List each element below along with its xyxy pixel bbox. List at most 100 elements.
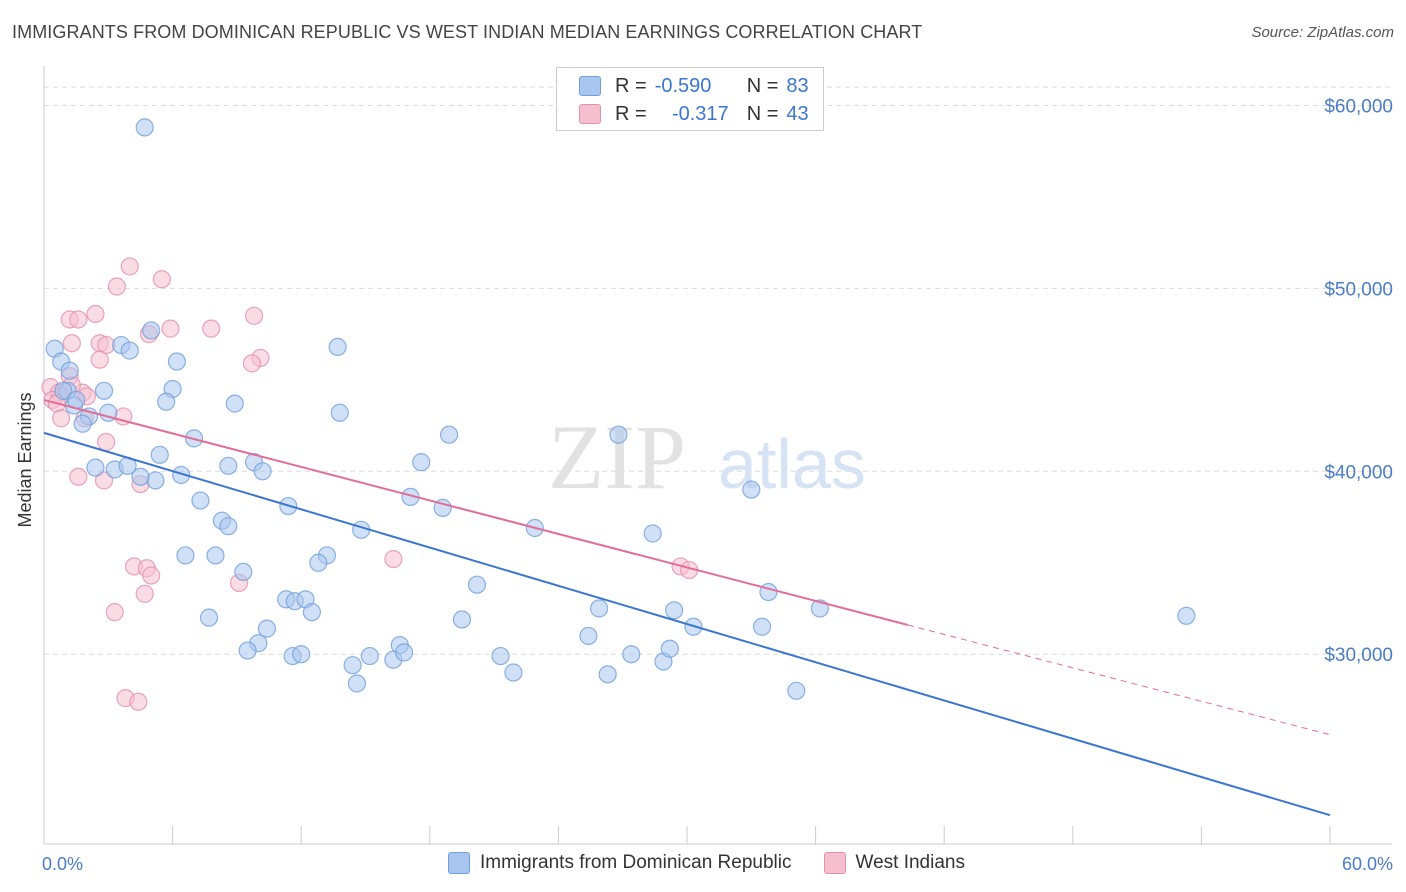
legend-n-label: N = [746, 102, 779, 125]
x-tick-labels: 0.0% 60.0% [42, 854, 1393, 874]
legend-r-label: R = [615, 74, 647, 97]
watermark-atlas: atlas [718, 425, 866, 503]
data-point [360, 646, 379, 666]
data-point [1177, 606, 1196, 625]
data-point [590, 599, 609, 618]
data-point [60, 361, 79, 380]
data-point [452, 610, 472, 629]
legend-item-dominican: Immigrants from Dominican Republic [448, 852, 792, 874]
data-point [152, 270, 171, 289]
chart-title: IMMIGRANTS FROM DOMINICAN REPUBLIC VS WE… [12, 22, 923, 42]
legend-label: Immigrants from Dominican Republic [480, 852, 792, 873]
watermark: ZIP atlas [548, 406, 866, 508]
legend-n-label: N = [746, 74, 779, 97]
y-tick-labels: $30,000 $40,000 $50,000 $60,000 [1324, 96, 1393, 666]
legend-r-label: R = [615, 102, 647, 125]
data-point [167, 352, 186, 371]
data-point [86, 304, 105, 324]
data-point [579, 626, 598, 646]
data-point [150, 445, 169, 464]
data-point [105, 603, 124, 622]
data-point [52, 409, 71, 428]
data-point [598, 665, 617, 684]
data-point [176, 546, 195, 565]
y-axis-title: Median Earnings [15, 392, 35, 527]
x-tick-label: 0.0% [42, 854, 83, 874]
data-point [202, 319, 221, 338]
legend-n-value: 43 [786, 102, 809, 125]
data-point [69, 467, 88, 486]
legend-r-value: -0.317 [671, 102, 729, 125]
data-point [302, 603, 322, 622]
data-point [219, 456, 238, 475]
x-tick-label: 60.0% [1342, 854, 1393, 874]
trend-line-dominican [43, 431, 1331, 817]
chart-source: Source: ZipAtlas.com [1251, 24, 1394, 41]
data-point [234, 562, 253, 582]
data-point [787, 681, 806, 700]
legend-swatch-pink [579, 104, 601, 124]
y-tick-label: $40,000 [1324, 462, 1393, 483]
data-point [384, 549, 403, 569]
data-point [191, 491, 210, 510]
data-point [609, 425, 628, 444]
data-point [343, 656, 362, 675]
trend-line-west-indians [43, 398, 909, 626]
data-point [467, 575, 487, 594]
data-point [142, 566, 161, 585]
data-point [622, 645, 641, 664]
trend-line-west-indians-extension [907, 624, 1331, 736]
data-point [257, 619, 277, 638]
legend-swatch-pink [823, 852, 846, 874]
data-point [439, 425, 459, 444]
legend-swatch-blue [579, 76, 601, 96]
data-point [742, 480, 761, 499]
series-dominican-republic [45, 118, 1196, 700]
data-point [219, 517, 238, 536]
data-point [94, 381, 114, 400]
legend-item-west-indians: West Indians [823, 852, 965, 874]
data-point [660, 639, 679, 658]
correlation-legend: R = -0.590 N = 83 R = -0.317 N = 43 [556, 67, 824, 131]
data-point [504, 663, 523, 682]
legend-row-dominican: R = -0.590 N = 83 [579, 73, 809, 99]
data-point [90, 350, 109, 369]
data-point [253, 462, 272, 481]
trend-lines [43, 398, 1331, 817]
data-point [199, 608, 219, 627]
data-point [643, 524, 662, 543]
data-point [94, 471, 114, 490]
data-point [412, 453, 431, 472]
data-point [131, 467, 150, 486]
data-point [129, 692, 148, 711]
data-point [394, 643, 414, 662]
series-legend: Immigrants from Dominican Republic West … [448, 852, 997, 874]
data-point [69, 310, 88, 329]
data-point [54, 381, 73, 400]
data-point [238, 641, 257, 660]
legend-n-value: 83 [786, 74, 809, 97]
data-point [244, 306, 264, 325]
data-point [206, 546, 225, 565]
axes [43, 66, 1392, 845]
data-point [97, 432, 116, 452]
data-point [242, 354, 262, 373]
data-point [347, 674, 367, 693]
watermark-zip: ZIP [548, 406, 686, 508]
data-point [330, 403, 349, 422]
y-tick-label: $30,000 [1324, 645, 1393, 666]
legend-swatch-blue [448, 852, 470, 874]
legend-row-west-indians: R = -0.317 N = 43 [579, 101, 809, 127]
data-point [157, 392, 176, 411]
data-point [491, 646, 510, 666]
data-point [752, 617, 772, 636]
y-tick-label: $50,000 [1324, 279, 1393, 300]
data-point [142, 321, 161, 340]
data-point [135, 118, 154, 137]
data-point [107, 277, 126, 296]
data-point [146, 471, 165, 490]
data-point [810, 599, 829, 618]
data-point [225, 394, 244, 413]
data-point [172, 465, 191, 485]
